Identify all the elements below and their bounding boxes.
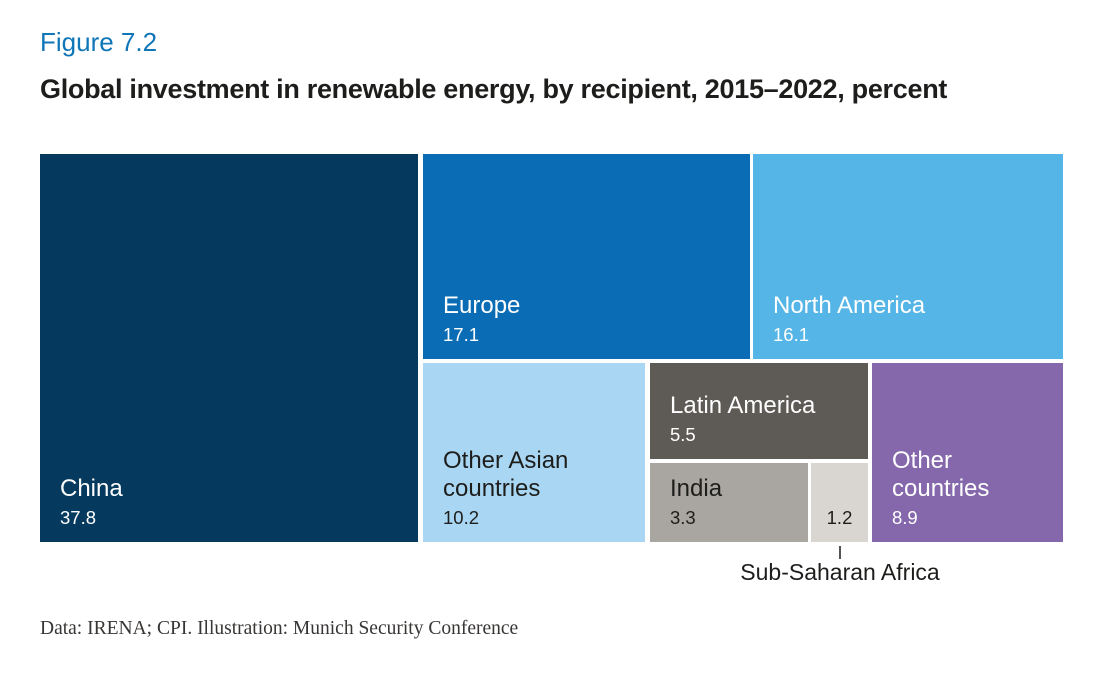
block-name: North America (773, 291, 926, 319)
callout-connector-line (839, 546, 841, 559)
block-name: Other Asian countries (443, 446, 569, 502)
block-name: Other countries (892, 446, 990, 502)
treemap-block-other-countries: Other countries 8.9 (872, 363, 1063, 542)
figure-number: Figure 7.2 (40, 27, 158, 57)
block-value: 37.8 (60, 506, 97, 528)
figure-title: Global investment in renewable energy, b… (40, 74, 948, 104)
block-label: Latin America 5.5 (670, 392, 856, 445)
block-name: China (60, 474, 123, 502)
block-value: 17.1 (443, 323, 480, 345)
treemap-block-sub-saharan-africa: 1.2 (811, 463, 868, 542)
treemap-block-china: China 37.8 (40, 154, 418, 542)
block-label: Europe 17.1 (443, 292, 738, 345)
treemap-block-other-asian-countries: Other Asian countries 10.2 (423, 363, 645, 542)
block-name: Latin America (670, 391, 816, 419)
block-label: North America 16.1 (773, 292, 1051, 345)
block-value: 16.1 (773, 323, 810, 345)
block-label: Other Asian countries 10.2 (443, 447, 633, 528)
block-label: China 37.8 (60, 475, 406, 528)
block-label: 1.2 (811, 503, 868, 528)
treemap-block-europe: Europe 17.1 (423, 154, 750, 359)
callout-label-sub-saharan-africa: Sub-Saharan Africa (740, 559, 940, 585)
block-value: 8.9 (892, 506, 918, 528)
treemap-block-latin-america: Latin America 5.5 (650, 363, 868, 459)
block-value: 1.2 (826, 506, 853, 528)
source-attribution: Data: IRENA; CPI. Illustration: Munich S… (40, 618, 519, 639)
block-value: 5.5 (670, 423, 696, 445)
treemap-block-india: India 3.3 (650, 463, 808, 542)
block-name: India (670, 474, 723, 502)
block-value: 3.3 (670, 506, 696, 528)
block-name: Europe (443, 291, 521, 319)
block-value: 10.2 (443, 506, 480, 528)
treemap-block-north-america: North America 16.1 (753, 154, 1063, 359)
block-label: India 3.3 (670, 475, 796, 528)
block-label: Other countries 8.9 (892, 447, 1051, 528)
